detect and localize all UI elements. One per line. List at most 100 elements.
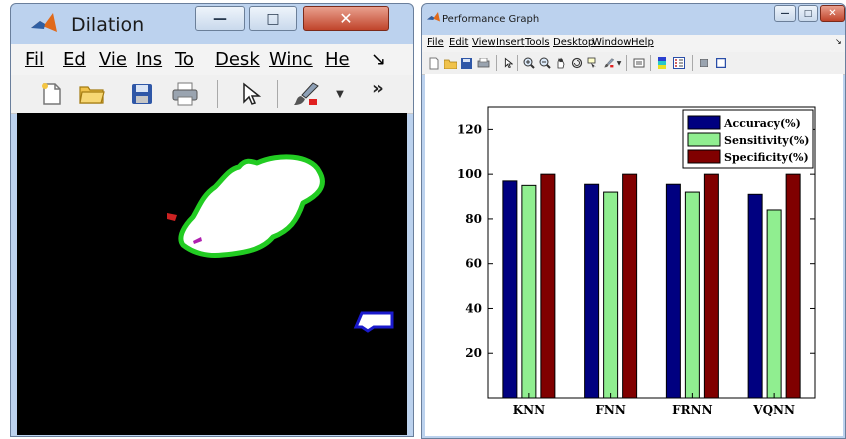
data-cursor-icon[interactable] — [586, 56, 599, 70]
bar-knn-accuracy — [502, 180, 518, 399]
legend-icon[interactable] — [672, 56, 685, 70]
bar-fnn-specificity — [622, 173, 638, 399]
figure-area: 20 40 60 80 100 120 KNN FNN FRNN VQNN Accuracy(%) S… — [425, 74, 843, 436]
x-tick-label: KNN — [513, 403, 545, 417]
colorbar-icon[interactable] — [656, 56, 668, 70]
menu-overflow-arrow[interactable]: ↘ — [835, 37, 842, 46]
dropdown-icon[interactable]: ▼ — [616, 59, 622, 67]
toolbar-overflow-icon[interactable]: » — [372, 77, 384, 99]
toolbar-separator — [650, 55, 651, 71]
menu-bar: File Edit View Insert Tools Desktop Wind… — [422, 35, 845, 52]
toolbar-separator — [496, 55, 497, 71]
open-icon[interactable] — [443, 56, 457, 70]
minimize-button[interactable]: — — [195, 6, 245, 31]
toolbar-separator — [517, 55, 518, 71]
brush-icon[interactable] — [602, 56, 615, 70]
toolbar-separator — [277, 80, 278, 108]
bar-vqnn-specificity — [785, 173, 801, 399]
hide-tools-icon[interactable] — [698, 56, 710, 70]
link-icon[interactable] — [632, 56, 645, 70]
menu-edit[interactable]: Edit — [449, 37, 469, 48]
menu-desktop[interactable]: Desktop — [553, 37, 595, 48]
y-tick-label: 60 — [465, 257, 482, 271]
menu-tools[interactable]: To — [175, 49, 194, 70]
rotate-icon[interactable] — [570, 56, 583, 70]
y-tick-label: 40 — [465, 301, 482, 315]
menu-view[interactable]: Vie — [99, 49, 127, 70]
figure-toolbar: ▼ » — [11, 75, 413, 114]
zoom-in-icon[interactable] — [522, 56, 535, 70]
dropdown-icon[interactable]: ▼ — [336, 88, 344, 100]
menu-help[interactable]: He — [325, 49, 350, 70]
x-tick-label: FRNN — [672, 403, 712, 417]
close-button[interactable]: ✕ — [303, 6, 389, 31]
menu-overflow-arrow[interactable]: ↘ — [371, 49, 387, 70]
menu-file[interactable]: File — [427, 37, 444, 48]
zoom-out-icon[interactable] — [538, 56, 551, 70]
show-tools-icon[interactable] — [714, 56, 727, 70]
blue-edge-artifact — [353, 311, 394, 333]
legend-label: Accuracy(%) — [723, 117, 801, 130]
brush-icon[interactable] — [291, 81, 321, 107]
menu-desktop[interactable]: Desk — [215, 49, 260, 70]
minimize-button[interactable]: — — [774, 5, 796, 22]
x-tick-label: FNN — [595, 403, 625, 417]
legend-label: Sensitivity(%) — [724, 134, 809, 147]
close-button[interactable]: ✕ — [820, 5, 845, 22]
save-icon[interactable] — [129, 81, 155, 107]
new-file-icon[interactable] — [39, 81, 65, 107]
toolbar-separator — [217, 80, 218, 108]
maximize-button[interactable]: □ — [249, 6, 297, 31]
bar-vqnn-sensitivity — [766, 209, 782, 399]
lesion-artifact-red — [167, 213, 177, 221]
y-tick-label: 80 — [465, 212, 482, 226]
legend-swatch — [687, 149, 721, 164]
pan-icon[interactable] — [554, 56, 567, 70]
dilation-result-image — [167, 154, 394, 333]
menu-insert[interactable]: Insert — [496, 37, 525, 48]
performance-title-bar[interactable]: Performance Graph — □ ✕ — [422, 4, 845, 32]
bar-knn-specificity — [540, 173, 556, 399]
menu-insert[interactable]: Ins — [136, 49, 163, 70]
menu-help[interactable]: Help — [631, 37, 654, 48]
bar-frnn-sensitivity — [684, 191, 700, 399]
legend-swatch — [687, 115, 721, 130]
matlab-logo-icon — [427, 12, 440, 22]
bar-fnn-sensitivity — [603, 191, 619, 399]
print-icon[interactable] — [476, 56, 490, 70]
menu-edit[interactable]: Ed — [63, 49, 86, 70]
window-title: Dilation — [71, 14, 145, 36]
y-tick-label: 20 — [465, 346, 482, 360]
bar-vqnn-accuracy — [747, 193, 763, 399]
y-tick-label: 120 — [457, 122, 482, 136]
bar-knn-sensitivity — [521, 184, 537, 399]
toolbar-separator — [626, 55, 627, 71]
matlab-logo-icon — [31, 13, 57, 32]
menu-bar: Fil Ed Vie Ins To Desk Winc He ↘ — [11, 44, 413, 75]
lesion-artifact-magenta — [193, 237, 202, 244]
menu-window[interactable]: Winc — [269, 49, 313, 70]
maximize-button[interactable]: □ — [798, 5, 818, 22]
save-icon[interactable] — [460, 56, 473, 70]
x-tick-label: VQNN — [752, 403, 795, 417]
menu-view[interactable]: View — [472, 37, 496, 48]
legend-swatch — [687, 132, 721, 147]
y-tick-label: 100 — [457, 167, 482, 181]
open-folder-icon[interactable] — [79, 81, 105, 107]
pointer-icon[interactable] — [502, 56, 514, 70]
legend-label: Specificity(%) — [724, 151, 809, 164]
toolbar-separator — [692, 55, 693, 71]
bar-fnn-accuracy — [584, 183, 600, 399]
dilation-title-bar[interactable]: Dilation — □ ✕ — [11, 4, 413, 41]
performance-bar-chart: 20 40 60 80 100 120 KNN FNN FRNN VQNN Accuracy(%) S… — [457, 106, 816, 417]
bar-frnn-accuracy — [665, 183, 681, 399]
menu-file[interactable]: Fil — [25, 49, 45, 70]
dilation-window: Dilation — □ ✕ Fil Ed Vie Ins To Desk Wi… — [10, 3, 414, 437]
menu-tools[interactable]: Tools — [525, 37, 550, 48]
dilated-lesion-region — [178, 154, 325, 258]
pointer-icon[interactable] — [239, 81, 263, 107]
print-icon[interactable] — [171, 81, 199, 107]
new-icon[interactable] — [428, 56, 440, 70]
bar-frnn-specificity — [703, 173, 719, 399]
menu-window[interactable]: Window — [592, 37, 632, 48]
